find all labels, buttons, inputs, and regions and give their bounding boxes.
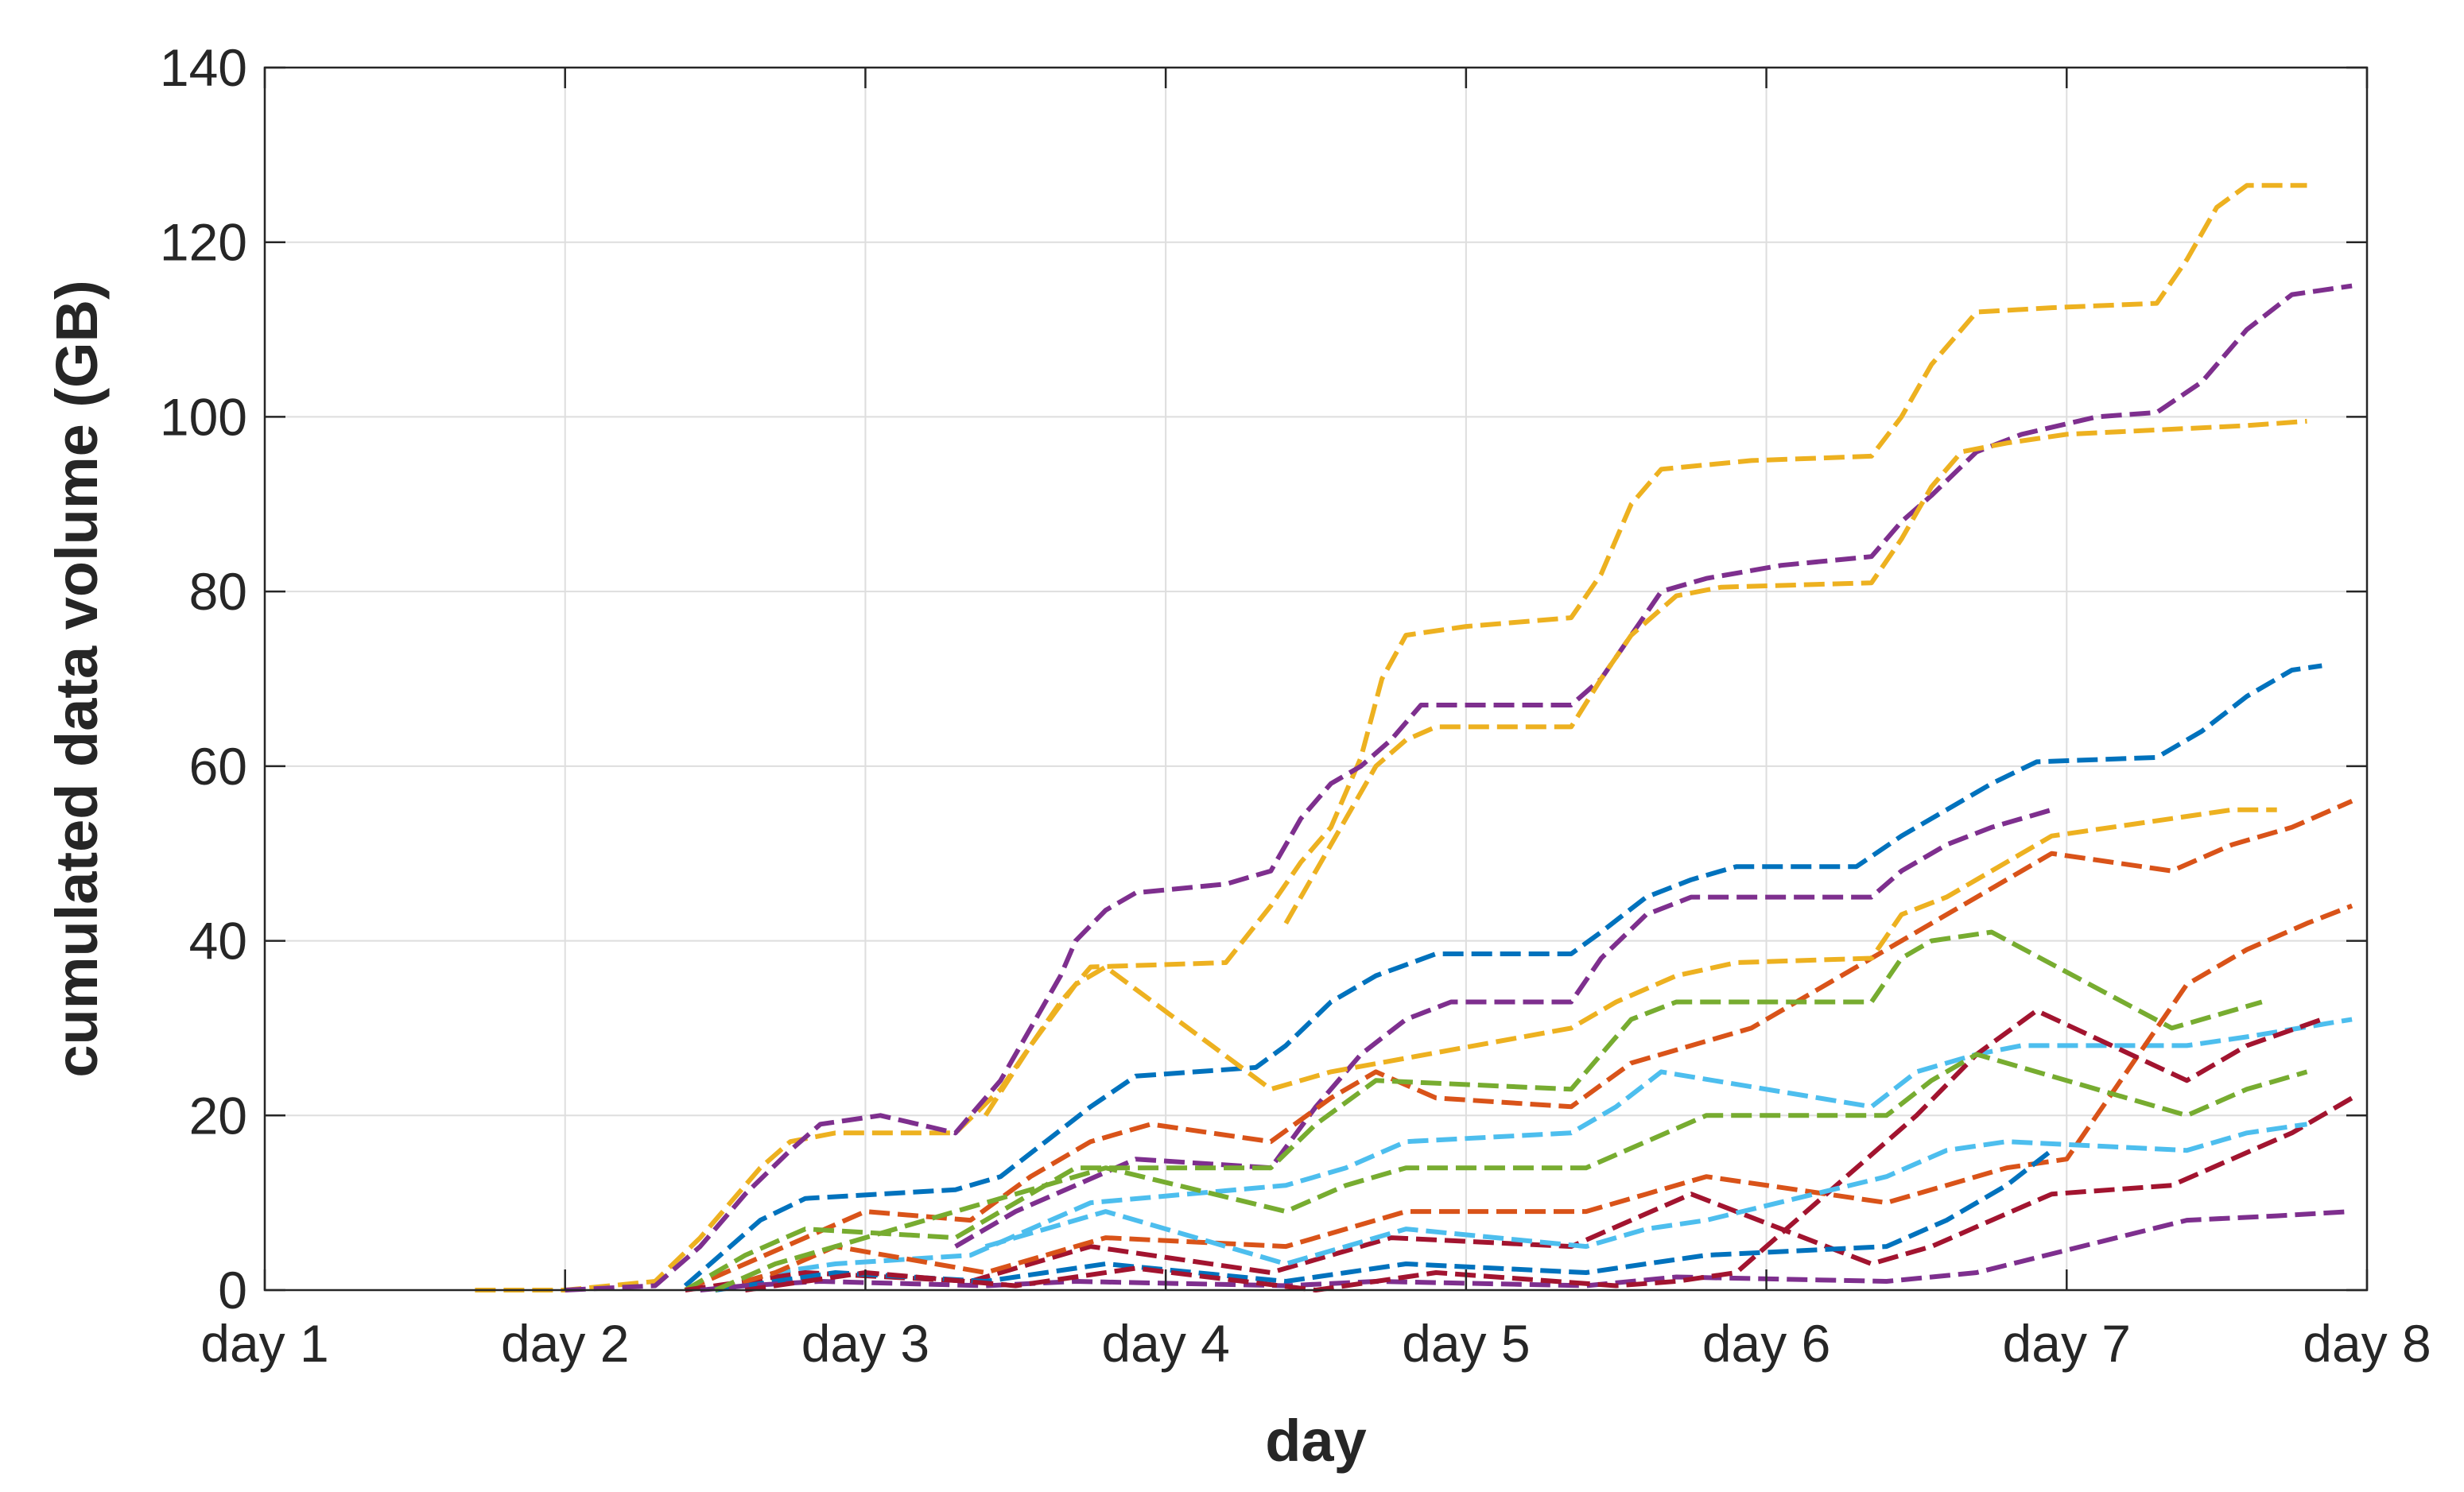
y-tick-label: 40 [189,912,247,971]
series-line-blue-1 [683,663,2322,1288]
x-tick-label: day 5 [1402,1314,1530,1373]
series-line-cyan-2 [984,1122,2307,1266]
y-axis-title: cumulated data volume (GB) [44,280,110,1077]
x-tick-label: day 8 [2303,1314,2431,1373]
series-line-orange-2 [714,903,2353,1292]
series-line-purple-2 [954,807,2053,1249]
series-line-blue-2 [715,1148,2054,1292]
data-series [475,183,2353,1292]
x-tick-label: day 2 [501,1314,629,1373]
y-tick-label: 120 [160,213,247,272]
y-tick-label: 0 [218,1261,247,1320]
series-line-green-2 [714,1052,2308,1292]
series-line-yellow-1 [475,183,2307,1292]
x-tick-label: day 6 [1702,1314,1830,1373]
x-tick-label: day 4 [1101,1314,1229,1373]
x-axis-title: day [1265,1408,1367,1474]
series-line-yellow-2 [1283,418,2307,925]
x-tick-label: day 3 [801,1314,929,1373]
y-tick-label: 100 [160,387,247,446]
y-tick-label: 140 [160,38,247,97]
y-tick-label: 20 [189,1086,247,1145]
series-line-red-1 [685,1095,2353,1292]
x-tick-label: day 7 [2003,1314,2131,1373]
series-line-orange-1 [684,799,2353,1292]
plot-area [265,68,2367,1290]
y-tick-label: 60 [189,737,247,796]
x-tick-label: day 1 [200,1314,328,1373]
series-line-purple-3 [700,1209,2353,1292]
plot-frame [263,66,2369,1292]
series-line-cyan-1 [714,1017,2353,1292]
series-line-purple-1 [565,283,2353,1292]
series-line-red-2 [744,1008,2323,1292]
y-tick-label: 80 [189,562,247,621]
series-line-green-1 [684,929,2263,1292]
axis-ticks: day 1 day 2 day 3 day 4 day 5 day 6 day 7 day 8… [160,38,2431,1373]
series-line-yellow-3 [983,807,2277,1117]
